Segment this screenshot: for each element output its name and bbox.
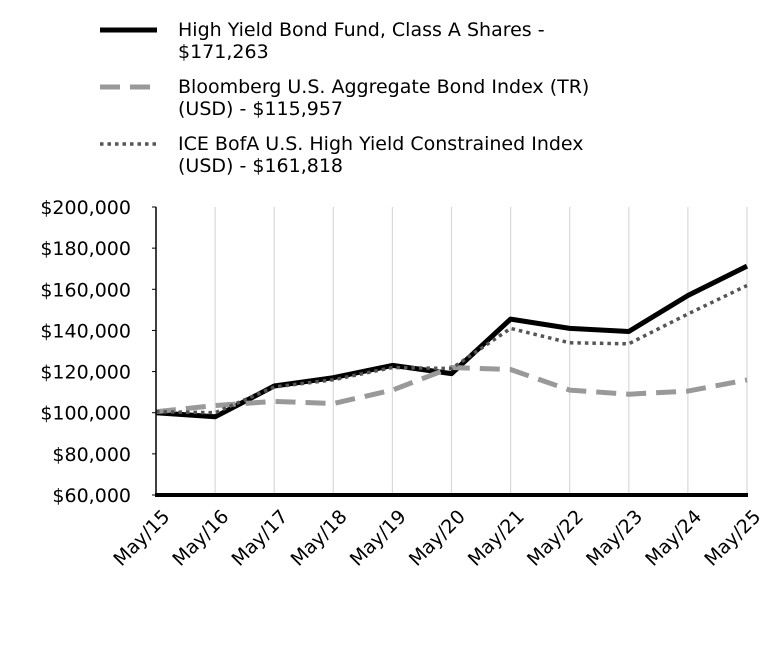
series-line <box>155 263 749 420</box>
x-tick-label: May/18 <box>287 506 352 571</box>
y-tick-label: $180,000 <box>40 238 131 260</box>
y-tick-label: $100,000 <box>40 403 131 425</box>
x-tick-label: May/20 <box>405 506 470 571</box>
legend-label: (USD) - $161,818 <box>178 155 343 177</box>
y-tick-label: $200,000 <box>40 197 131 219</box>
legend-label: ICE BofA U.S. High Yield Constrained Ind… <box>178 133 584 155</box>
legend-label: Bloomberg U.S. Aggregate Bond Index (TR) <box>178 76 589 98</box>
x-tick-label: May/23 <box>582 506 647 571</box>
y-tick-label: $60,000 <box>52 485 131 507</box>
legend-label: (USD) - $115,957 <box>178 98 343 120</box>
legend: High Yield Bond Fund, Class A Shares -$1… <box>100 19 589 177</box>
gridlines <box>214 207 748 495</box>
legend-label: $171,263 <box>178 41 269 63</box>
x-axis-ticks: May/15May/16May/17May/18May/19May/20May/… <box>109 506 765 571</box>
y-tick-label: $140,000 <box>40 320 131 342</box>
x-tick-label: May/16 <box>168 506 233 571</box>
x-tick-label: May/22 <box>523 506 588 571</box>
series-line <box>155 283 748 415</box>
legend-label: High Yield Bond Fund, Class A Shares - <box>178 19 545 41</box>
x-tick-label: May/21 <box>464 506 529 571</box>
x-tick-label: May/15 <box>109 506 174 571</box>
x-tick-label: May/17 <box>228 506 293 571</box>
x-tick-label: May/25 <box>700 506 765 571</box>
y-axis-ticks: $60,000 $80,000 $100,000 $120,000 $140,000 $1… <box>40 197 156 507</box>
y-tick-label: $160,000 <box>40 279 131 301</box>
series-lines <box>155 263 749 420</box>
x-tick-label: May/24 <box>641 506 706 571</box>
y-tick-label: $120,000 <box>40 362 131 384</box>
x-tick-label: May/19 <box>346 506 411 571</box>
y-tick-label: $80,000 <box>52 444 131 466</box>
axes <box>155 207 748 497</box>
